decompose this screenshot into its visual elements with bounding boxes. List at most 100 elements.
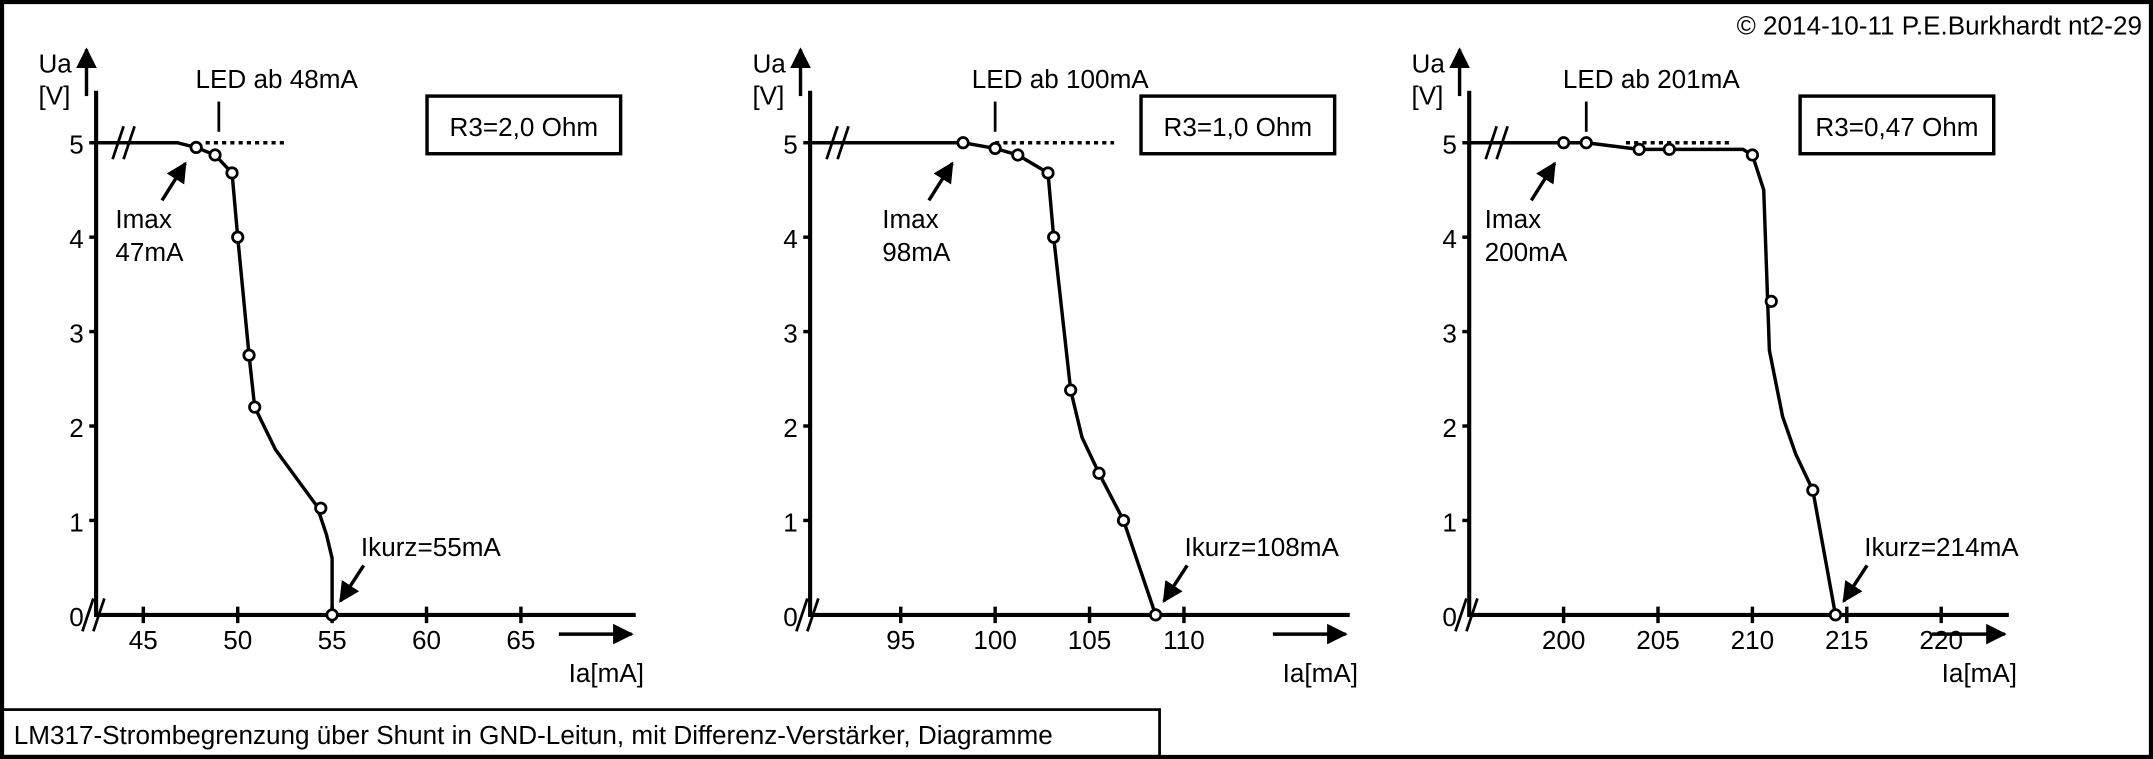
- x-axis-break: [806, 597, 820, 632]
- resistor-label: R3=0,47 Ohm: [1815, 112, 1978, 142]
- axes: [808, 90, 1350, 617]
- data-point: [242, 348, 256, 362]
- y-axis-label: Ua: [752, 49, 786, 79]
- data-point: [1116, 513, 1131, 528]
- x-tick-label: 45: [129, 625, 158, 655]
- ikurz-arrow-icon: [1842, 564, 1869, 603]
- resistor-label-box: [425, 94, 623, 156]
- data-point: [1557, 136, 1571, 150]
- x-tick-label: 95: [886, 625, 915, 655]
- y-tick-label: 3: [783, 319, 798, 349]
- y-axis-unit: [V]: [38, 80, 70, 110]
- y-tick-label: 1: [1442, 507, 1457, 537]
- data-point: [225, 166, 239, 180]
- y-tick-label: 1: [783, 507, 798, 537]
- axes: [94, 90, 636, 617]
- x-tick-label: 100: [973, 625, 1017, 655]
- data-point: [189, 140, 203, 155]
- resistor-label: R3=2,0 Ohm: [450, 112, 599, 142]
- x-axis-break: [795, 597, 809, 632]
- imax-arrow-icon: [927, 161, 954, 202]
- y-tick-label: 1: [69, 507, 84, 537]
- led-annotation: LED ab 48mA: [195, 64, 358, 94]
- ikurz-arrow-icon: [338, 564, 366, 603]
- caption-box: [0, 708, 1161, 758]
- data-point: [1662, 142, 1676, 156]
- data-point: [1632, 142, 1646, 156]
- imax-arrow-icon: [1529, 161, 1557, 202]
- imax-value: 47mA: [115, 237, 184, 267]
- imax-value: 200mA: [1485, 237, 1568, 267]
- x-axis-label: Ia[mA]: [1942, 658, 2017, 688]
- imax-label: Imax: [882, 204, 939, 234]
- y-tick-label: 0: [69, 602, 84, 632]
- data-point: [1806, 483, 1820, 497]
- data-point: [1745, 148, 1759, 162]
- copyright: © 2014-10-11 P.E.Burkhardt nt2-29: [1737, 10, 2142, 40]
- x-tick-label: 220: [1919, 625, 1963, 655]
- series-line: [810, 141, 1158, 616]
- y-tick-label: 5: [783, 130, 798, 160]
- data-point: [1828, 608, 1843, 622]
- ikurz-label: Ikurz=108mA: [1184, 532, 1339, 562]
- data-point: [1149, 608, 1163, 622]
- data-point: [1041, 166, 1055, 180]
- resistor-label: R3=1,0 Ohm: [1164, 112, 1313, 142]
- y-tick-label: 4: [69, 224, 84, 254]
- x-tick-label: 215: [1825, 625, 1869, 655]
- caption: LM317-Strombegrenzung über Shunt in GND-…: [14, 720, 1053, 750]
- data-point: [1764, 294, 1778, 308]
- data-point: [1092, 466, 1106, 480]
- x-axis-label: Ia[mA]: [1283, 658, 1358, 688]
- data-point: [1011, 148, 1025, 162]
- y-axis-label: Ua: [38, 49, 72, 79]
- ikurz-label: Ikurz=214mA: [1864, 532, 2019, 562]
- x-axis-label: Ia[mA]: [569, 658, 644, 688]
- y-tick-label: 5: [69, 130, 84, 160]
- x-axis-break: [1454, 597, 1468, 632]
- y-axis-label: Ua: [1412, 49, 1446, 79]
- imax-arrow-icon: [160, 161, 187, 202]
- x-tick-label: 210: [1731, 625, 1775, 655]
- y-tick-label: 4: [1442, 224, 1457, 254]
- x-axis-break: [81, 597, 95, 632]
- x-tick-label: 110: [1163, 625, 1205, 655]
- x-tick-label: 60: [412, 625, 441, 655]
- y-axis-unit: [V]: [1412, 80, 1444, 110]
- x-tick-label: 55: [318, 625, 347, 655]
- data-point: [988, 141, 1002, 155]
- x-tick-label: 105: [1068, 625, 1112, 655]
- resistor-label-box: [1139, 94, 1337, 156]
- x-tick-label: 200: [1542, 625, 1586, 655]
- led-annotation: LED ab 201mA: [1563, 64, 1740, 94]
- y-tick-label: 3: [69, 319, 84, 349]
- series-line: [1469, 141, 1838, 616]
- ikurz-label: Ikurz=55mA: [361, 532, 501, 562]
- y-tick-label: 2: [69, 413, 84, 443]
- resistor-label-box: [1798, 94, 1996, 156]
- data-point: [1064, 383, 1078, 397]
- imax-label: Imax: [1485, 204, 1542, 234]
- x-tick-label: 205: [1636, 625, 1680, 655]
- y-tick-label: 2: [783, 413, 798, 443]
- chart-panel-3: Ua[V] Ia[mA] 0 1 2 3 4 5 200 205 210 215 220 LED ab 2…: [1412, 47, 2019, 688]
- x-axis-break: [1465, 597, 1479, 632]
- y-tick-label: 3: [1442, 319, 1457, 349]
- imax-label: Imax: [115, 204, 172, 234]
- x-axis-break: [92, 597, 106, 632]
- data-point: [314, 501, 328, 515]
- y-tick-label: 5: [1442, 130, 1457, 160]
- data-point: [208, 148, 222, 162]
- led-annotation: LED ab 100mA: [972, 64, 1149, 94]
- data-point: [248, 400, 262, 414]
- y-tick-label: 4: [783, 224, 798, 254]
- chart-panel-2: Ua[V] Ia[mA] 0 1 2 3 4 5 95 100 105 110 LED ab 100mA…: [752, 47, 1358, 688]
- y-tick-label: 0: [783, 602, 798, 632]
- y-tick-label: 2: [1442, 413, 1457, 443]
- imax-value: 98mA: [882, 237, 951, 267]
- data-point: [231, 230, 245, 244]
- x-tick-label: 50: [223, 625, 252, 655]
- y-axis-unit: [V]: [752, 80, 784, 110]
